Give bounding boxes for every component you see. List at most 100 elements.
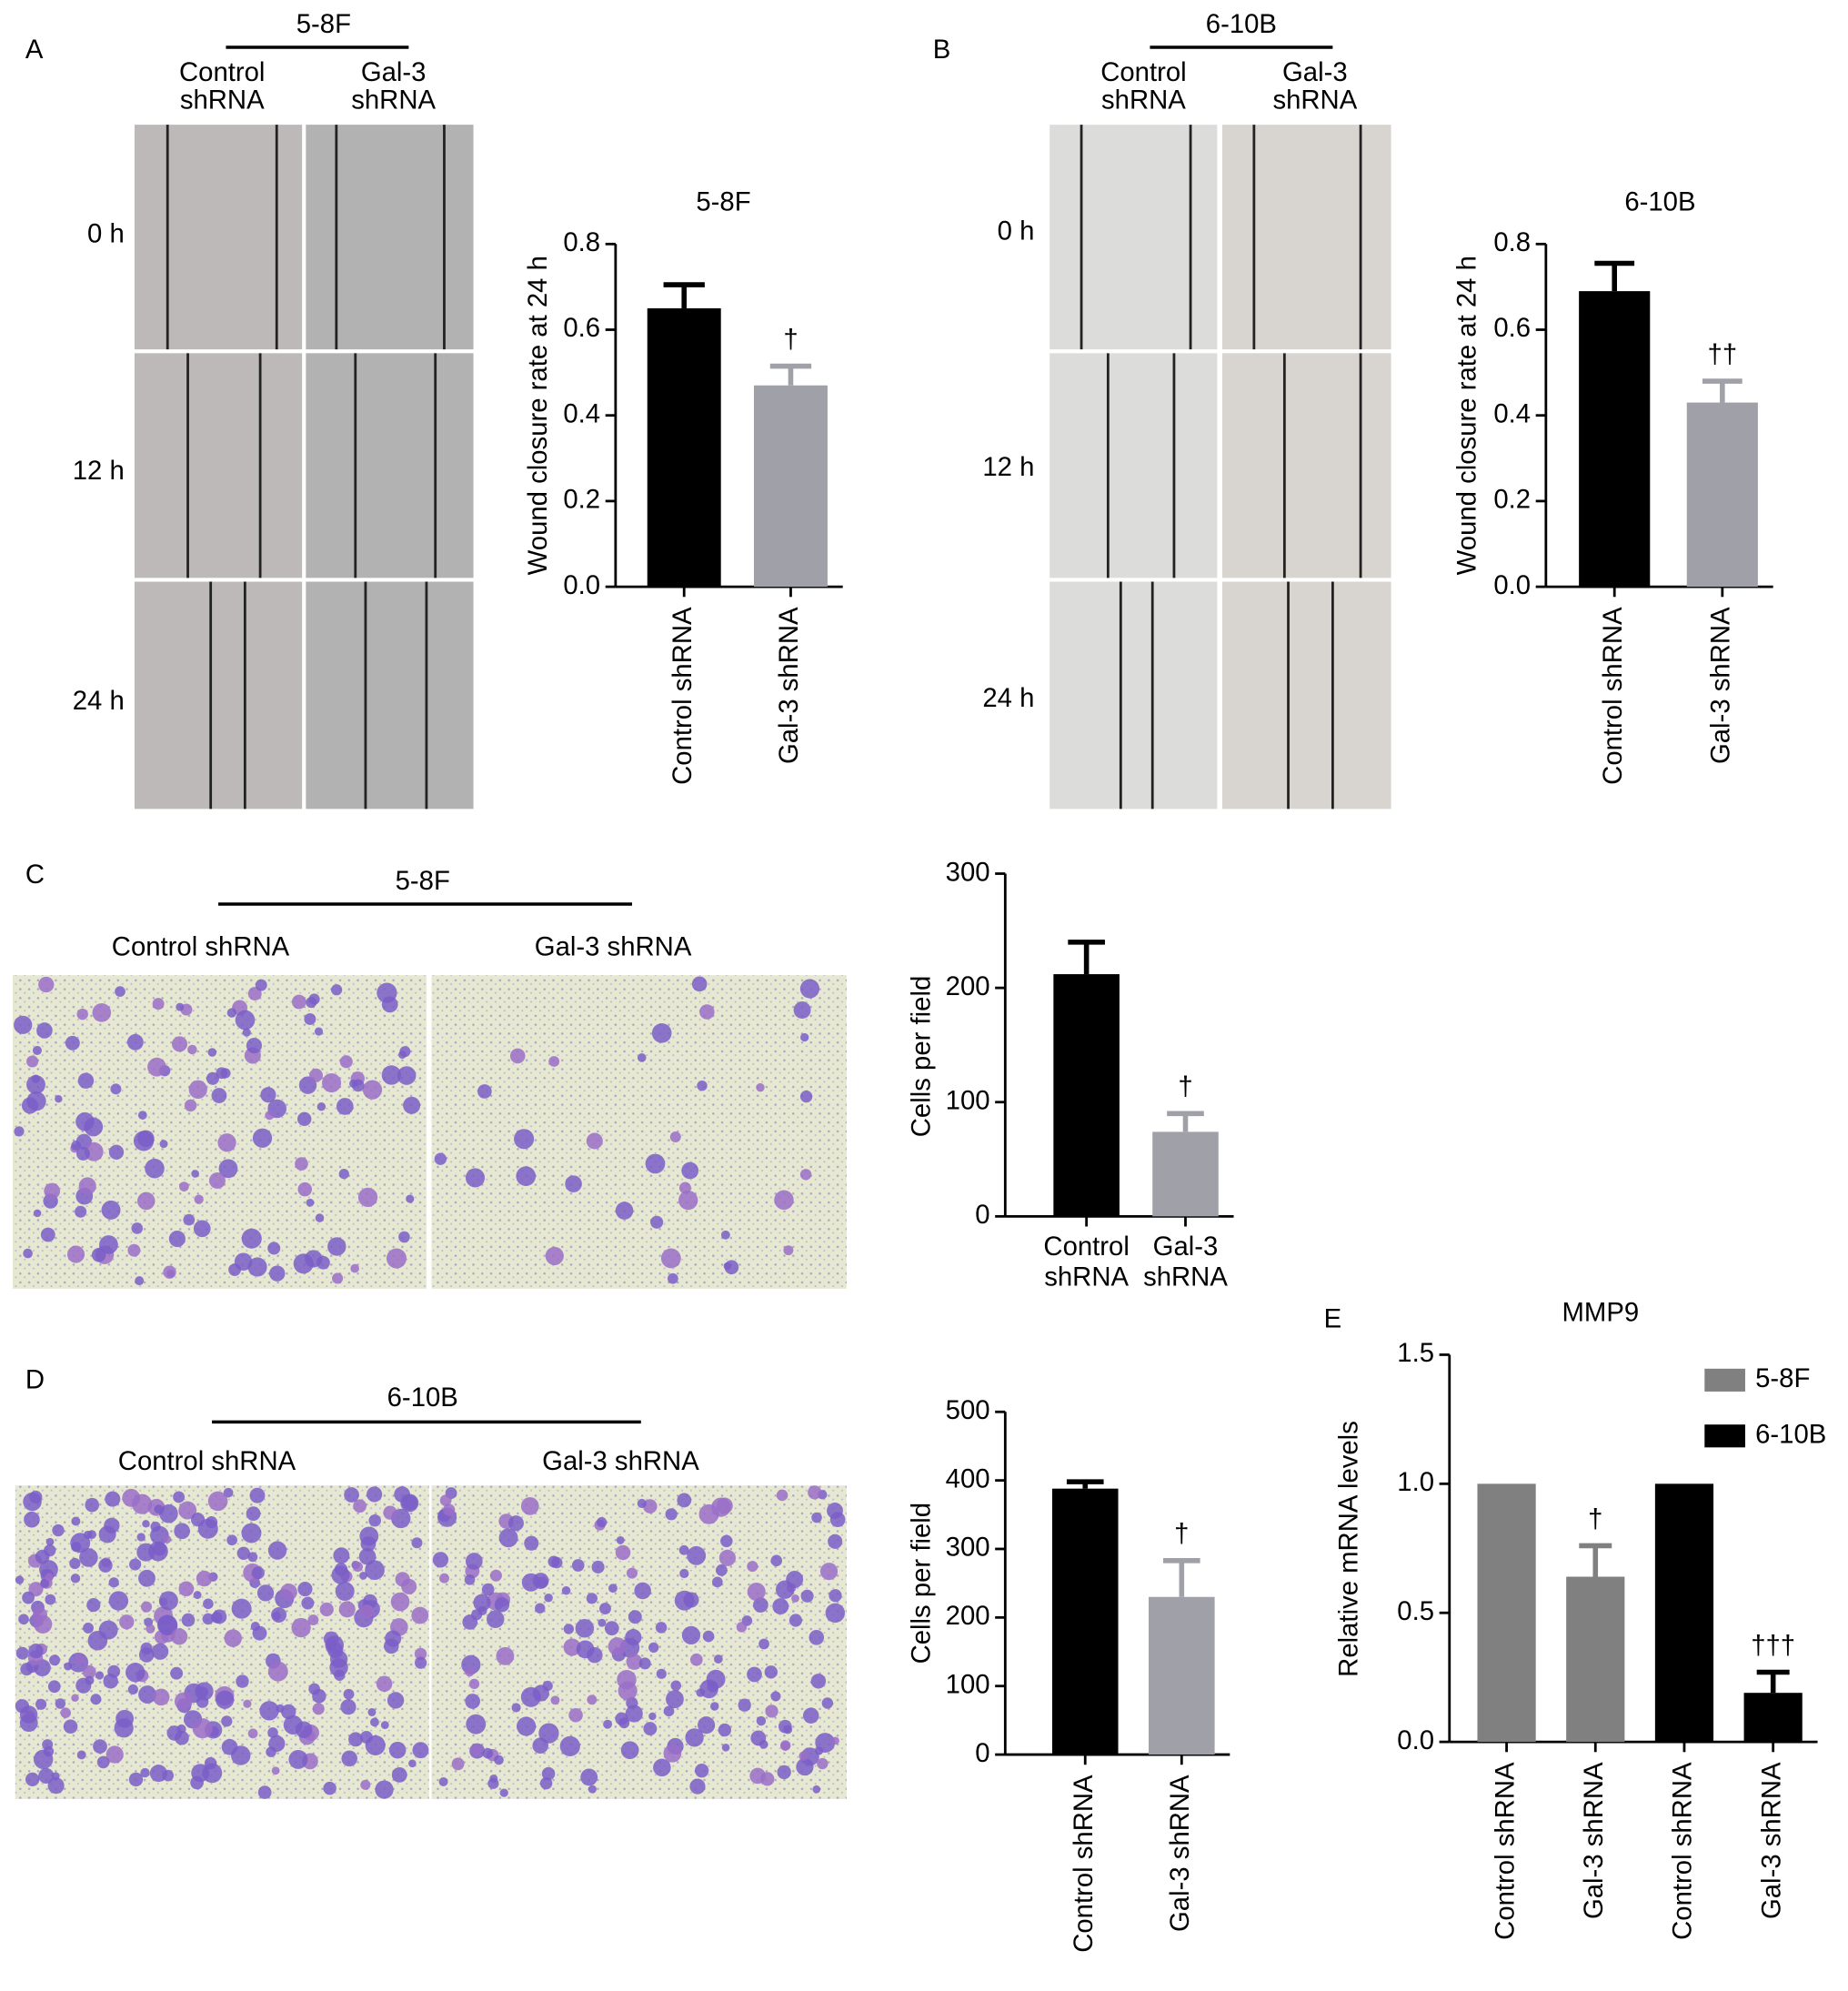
y-tick-label: 1.5: [1397, 1338, 1434, 1368]
stained-cell: [403, 1096, 421, 1114]
stained-cell: [439, 1573, 449, 1584]
stained-cell: [135, 1276, 145, 1286]
stained-cell: [608, 1637, 627, 1656]
group-label: shRNA: [180, 85, 265, 116]
stained-cell: [333, 1547, 350, 1564]
stained-cell: [698, 1716, 716, 1735]
stained-cell: [638, 1657, 651, 1670]
group-label: Gal-3 shRNA: [542, 1446, 699, 1476]
bar: [1579, 291, 1651, 588]
stained-cell: [170, 1628, 188, 1645]
stained-cell: [306, 1198, 315, 1207]
stained-cell: [694, 1763, 709, 1778]
micrograph: [306, 353, 474, 578]
time-label: 12 h: [73, 456, 125, 486]
stained-cell: [390, 1592, 410, 1612]
stained-cell: [381, 996, 398, 1013]
stained-cell: [344, 1487, 359, 1503]
stained-cell: [799, 979, 820, 999]
stained-cell: [159, 1503, 178, 1523]
group-label: shRNA: [1272, 85, 1357, 116]
stained-cell: [709, 1702, 719, 1711]
stained-cell: [66, 1245, 85, 1263]
stained-cell: [137, 1130, 155, 1148]
stained-cell: [175, 1730, 189, 1745]
stained-cell: [136, 1533, 146, 1542]
stained-cell: [170, 1666, 184, 1680]
stained-cell: [87, 1530, 96, 1540]
time-label: 24 h: [73, 686, 125, 716]
stained-cell: [381, 1065, 402, 1085]
stained-cell: [127, 1684, 138, 1695]
stained-cell: [308, 993, 320, 1005]
stained-cell: [221, 1715, 233, 1727]
y-tick-label: 200: [946, 971, 990, 1001]
stained-cell: [648, 1712, 657, 1721]
stained-cell: [42, 1739, 54, 1751]
stained-cell: [18, 1614, 29, 1625]
stained-cell: [47, 1680, 61, 1694]
stained-cell: [176, 1002, 185, 1011]
stained-cell: [14, 1126, 25, 1137]
bar: [1566, 1576, 1625, 1743]
stained-cell: [145, 1158, 165, 1179]
y-tick-label: 300: [946, 857, 990, 887]
bar: [1051, 1488, 1119, 1755]
stained-cell: [64, 1662, 73, 1671]
stained-cell: [260, 1087, 276, 1103]
stained-cell: [406, 1194, 415, 1203]
stained-cell: [52, 1523, 65, 1537]
y-tick-label: 0.4: [1493, 398, 1531, 428]
stained-cell: [45, 1573, 54, 1582]
stained-cell: [802, 1707, 819, 1724]
stained-cell: [71, 1516, 81, 1526]
stained-cell: [414, 1647, 427, 1661]
stained-cell: [464, 1574, 476, 1585]
stained-cell: [434, 1152, 447, 1165]
stained-cell: [677, 1493, 692, 1508]
stained-cell: [683, 1592, 699, 1608]
stained-cell: [32, 1607, 47, 1623]
stained-cell: [551, 1556, 563, 1569]
stained-cell: [75, 1146, 90, 1161]
x-tick-label: Control: [1043, 1232, 1129, 1262]
stained-cell: [471, 1745, 482, 1755]
stained-cell: [307, 1614, 319, 1626]
stained-cell: [348, 1732, 363, 1747]
y-tick-label: 0.0: [1397, 1725, 1434, 1755]
stained-cell: [516, 1166, 537, 1187]
stained-cell: [246, 1506, 261, 1522]
x-tick-label: Gal-3 shRNA: [774, 607, 804, 764]
stained-cell: [637, 1053, 647, 1062]
stained-cell: [408, 1759, 417, 1768]
stained-cell: [71, 1542, 82, 1553]
stained-cell: [438, 1776, 448, 1786]
stained-cell: [568, 1707, 583, 1723]
stained-cell: [316, 1255, 330, 1270]
stained-cell: [216, 1067, 228, 1080]
stained-cell: [615, 1712, 628, 1725]
stained-cell: [588, 1785, 597, 1794]
stained-cell: [76, 1008, 88, 1021]
stained-cell: [702, 1630, 715, 1643]
stained-cell: [772, 1598, 789, 1615]
stained-cell: [70, 1574, 81, 1584]
stained-cell: [350, 1263, 360, 1273]
stained-cell: [650, 1215, 664, 1229]
stained-cell: [786, 1571, 804, 1589]
time-label: 0 h: [998, 216, 1035, 246]
y-tick-label: 0.2: [1493, 485, 1531, 515]
stained-cell: [466, 1714, 487, 1735]
stained-cell: [191, 1764, 210, 1783]
stained-cell: [678, 1182, 691, 1194]
y-tick-label: 200: [946, 1601, 990, 1631]
stained-cell: [598, 1618, 607, 1627]
stained-cell: [142, 1520, 150, 1528]
stained-cell: [196, 1570, 213, 1587]
stained-cell: [706, 1669, 726, 1689]
stained-cell: [183, 1213, 196, 1226]
micrograph: [134, 581, 303, 809]
stained-cell: [173, 1491, 186, 1503]
stained-cell: [293, 1253, 314, 1274]
y-tick-label: 0.2: [563, 485, 600, 515]
